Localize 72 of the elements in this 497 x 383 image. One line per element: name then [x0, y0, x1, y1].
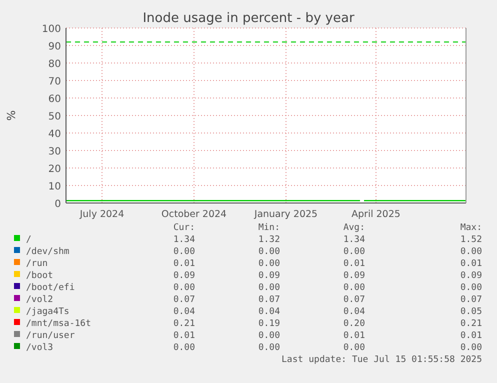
chart-title: Inode usage in percent - by year — [142, 11, 355, 26]
text: 0.07 — [343, 295, 365, 305]
legend-label: /jaga4Ts — [26, 307, 70, 317]
legend-label: /dev/shm — [26, 247, 70, 257]
text: 0.19 — [258, 319, 280, 329]
legend-label: /run — [26, 259, 48, 269]
legend-label: /boot — [26, 271, 54, 281]
y-tick-label: 0 — [54, 199, 61, 210]
text: 0.01 — [460, 259, 482, 269]
text: 0.04 — [173, 307, 195, 317]
text: Max: — [460, 223, 482, 233]
text: 0.00 — [460, 247, 482, 257]
legend-label: /mnt/msa-16t — [26, 319, 92, 329]
text: 0.09 — [343, 271, 365, 281]
text: 0.00 — [460, 343, 482, 353]
text: Avg: — [343, 223, 365, 233]
text: 1.52 — [460, 235, 482, 245]
text: 0.09 — [258, 271, 280, 281]
x-tick-label: January 2025 — [253, 209, 318, 220]
text: 0.00 — [173, 247, 195, 257]
y-tick-label: 40 — [48, 129, 61, 140]
y-tick-label: 50 — [48, 112, 61, 122]
text: 1.32 — [258, 235, 280, 245]
text: 0.21 — [460, 319, 482, 329]
text: Cur: — [173, 223, 195, 233]
x-tick-label: October 2024 — [161, 209, 227, 220]
text: 0.00 — [173, 283, 195, 293]
text: 0.07 — [173, 295, 195, 305]
text: 0.04 — [343, 307, 365, 317]
x-tick-label: July 2024 — [78, 209, 124, 220]
y-tick-label: 100 — [42, 24, 61, 35]
y-tick-label: 30 — [48, 146, 61, 158]
legend-label: /vol2 — [26, 295, 54, 305]
text: 0.01 — [173, 259, 195, 269]
text: 0.00 — [258, 247, 280, 257]
text: 0.01 — [173, 331, 195, 341]
text: 0.00 — [343, 283, 365, 293]
text: Min: — [258, 223, 280, 233]
text: 0.05 — [460, 307, 482, 317]
text: 0.00 — [343, 343, 365, 353]
text: 1.34 — [173, 235, 195, 245]
text: 0.20 — [343, 319, 365, 329]
text: 0.00 — [343, 247, 365, 257]
text: 0.21 — [173, 319, 195, 329]
text: 0.04 — [258, 307, 280, 317]
y-tick-label: 10 — [48, 182, 61, 192]
text: 0.00 — [258, 331, 280, 341]
y-axis-title: % — [5, 110, 18, 121]
text: 1.34 — [343, 235, 365, 245]
y-tick-label: 90 — [48, 42, 61, 52]
text: 0.01 — [460, 331, 482, 341]
text: 0.00 — [258, 343, 280, 353]
legend-label: /run/user — [26, 331, 76, 341]
text: 0.01 — [343, 331, 365, 341]
text: 0.00 — [460, 283, 482, 293]
text: 0.01 — [343, 259, 365, 269]
y-tick-label: 70 — [48, 76, 61, 88]
legend-label: / — [26, 235, 32, 245]
text: 0.09 — [173, 271, 195, 281]
text: 0.00 — [258, 283, 280, 293]
legend-label: /vol3 — [26, 343, 54, 353]
text: 0.07 — [460, 295, 482, 305]
text: 0.00 — [173, 343, 195, 353]
y-tick-label: 60 — [48, 94, 61, 105]
text: 0.07 — [258, 295, 280, 305]
y-tick-label: 20 — [48, 164, 61, 175]
text: Last update: Tue Jul 15 01:55:58 2025 — [282, 355, 482, 365]
y-tick-label: 80 — [48, 59, 61, 70]
text: 0.00 — [258, 259, 280, 269]
x-tick-label: April 2025 — [352, 209, 400, 220]
text: 0.09 — [460, 271, 482, 281]
legend-label: /boot/efi — [26, 283, 75, 293]
